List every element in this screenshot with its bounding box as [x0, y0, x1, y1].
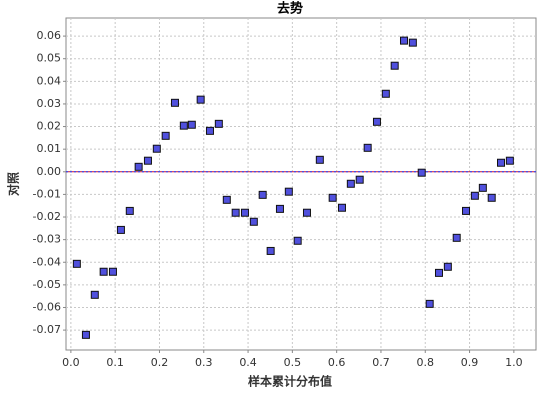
- point: [372, 117, 381, 126]
- y-tick-label: 0.05: [37, 52, 62, 65]
- point: [462, 206, 471, 215]
- y-tick-label: 0.04: [37, 74, 62, 87]
- point: [134, 162, 143, 171]
- point: [381, 89, 390, 98]
- point: [452, 233, 461, 242]
- point: [222, 195, 231, 204]
- point: [284, 187, 293, 196]
- x-tick-label: 0.1: [106, 356, 124, 369]
- point: [179, 121, 188, 130]
- x-tick-label: 0.2: [151, 356, 169, 369]
- point: [116, 225, 125, 234]
- point: [337, 203, 346, 212]
- point: [266, 246, 275, 255]
- y-tick-label: -0.06: [33, 300, 61, 313]
- point: [108, 267, 117, 276]
- point: [355, 175, 364, 184]
- y-tick-label: -0.07: [33, 323, 61, 336]
- point: [497, 158, 506, 167]
- point: [99, 267, 108, 276]
- y-tick-label: 0.02: [37, 120, 62, 133]
- y-tick-label: -0.03: [33, 233, 61, 246]
- point: [390, 61, 399, 70]
- point: [240, 208, 249, 217]
- point: [214, 119, 223, 128]
- x-tick-label: 0.7: [372, 356, 390, 369]
- y-tick-label: 0.06: [37, 29, 62, 42]
- point: [425, 299, 434, 308]
- point: [143, 156, 152, 165]
- y-tick-label: 0.01: [37, 142, 62, 155]
- x-tick-label: 0.9: [461, 356, 479, 369]
- point: [363, 143, 372, 152]
- point: [275, 204, 284, 213]
- point: [81, 330, 90, 339]
- point: [302, 208, 311, 217]
- point: [187, 120, 196, 129]
- point: [231, 208, 240, 217]
- y-tick-label: -0.01: [33, 187, 61, 200]
- y-tick-label: -0.05: [33, 278, 61, 291]
- point: [196, 95, 205, 104]
- chart-title: 去势: [277, 1, 303, 17]
- point: [293, 236, 302, 245]
- x-tick-label: 0.3: [195, 356, 213, 369]
- y-tick-label: 0.00: [37, 165, 62, 178]
- point: [505, 156, 514, 165]
- point: [258, 190, 267, 199]
- point: [152, 144, 161, 153]
- point: [443, 262, 452, 271]
- x-tick-label: 0.4: [239, 356, 257, 369]
- point: [399, 36, 408, 45]
- x-tick-label: 1.0: [505, 356, 523, 369]
- x-tick-label: 0.0: [62, 356, 80, 369]
- point: [434, 268, 443, 277]
- x-tick-label: 0.5: [284, 356, 302, 369]
- x-axis-title: 样本累计分布值: [248, 374, 332, 389]
- point: [470, 191, 479, 200]
- x-tick-label: 0.8: [417, 356, 435, 369]
- point: [478, 183, 487, 192]
- plot-area: [65, 17, 537, 351]
- point: [72, 259, 81, 268]
- point: [205, 126, 214, 135]
- point: [170, 98, 179, 107]
- x-tick-label: 0.6: [328, 356, 346, 369]
- point: [249, 217, 258, 226]
- point: [125, 206, 134, 215]
- y-tick-label: -0.02: [33, 210, 61, 223]
- point: [408, 38, 417, 47]
- point: [417, 168, 426, 177]
- y-tick-label: 0.03: [37, 97, 62, 110]
- point: [90, 290, 99, 299]
- y-axis-title: 对照: [6, 172, 21, 196]
- point: [346, 179, 355, 188]
- point: [315, 155, 324, 164]
- y-tick-label: -0.04: [33, 255, 61, 268]
- point: [161, 131, 170, 140]
- point: [487, 193, 496, 202]
- point: [328, 193, 337, 202]
